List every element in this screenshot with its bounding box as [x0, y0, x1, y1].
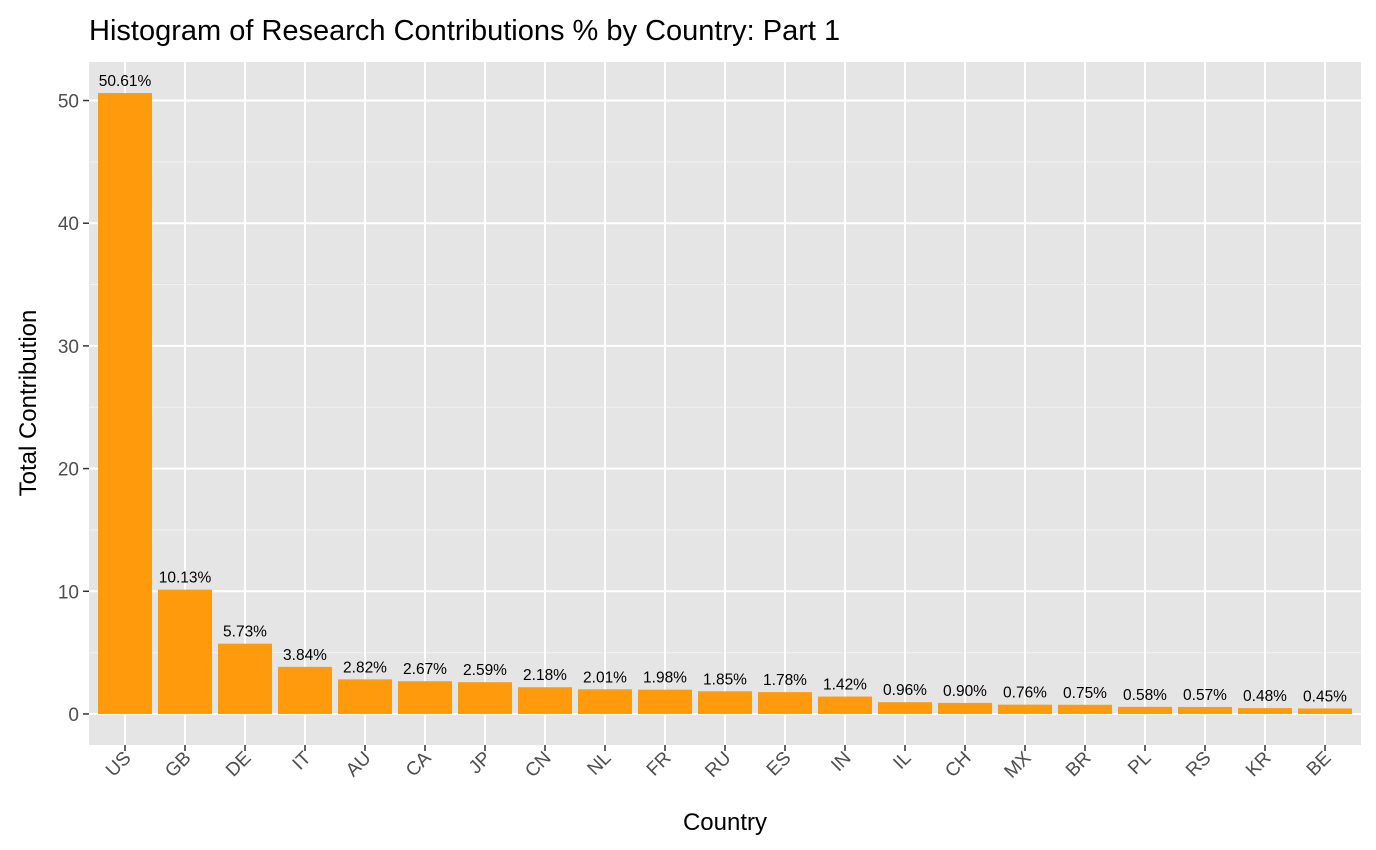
data-label-mx: 0.76% [1003, 685, 1047, 702]
x-tick-label-ch: CH [941, 748, 975, 782]
data-label-cn: 2.18% [523, 667, 567, 684]
gridlines [89, 62, 1361, 745]
bar-br [1058, 704, 1112, 714]
bar-rs [1178, 706, 1232, 714]
bar-jp [458, 682, 512, 714]
x-tick-label-pl: PL [1124, 748, 1155, 779]
bar-cn [518, 687, 572, 714]
x-tick-label-ru: RU [701, 748, 735, 782]
data-label-de: 5.73% [223, 624, 267, 641]
y-tick-label: 50 [58, 92, 79, 113]
x-tick-label-de: DE [222, 748, 256, 782]
bar-in [818, 696, 872, 714]
x-tick-label-fr: FR [643, 748, 676, 781]
bar-us [98, 93, 152, 714]
bar-kr [1238, 708, 1292, 714]
y-axis: 0 10 20 30 40 50 [58, 92, 89, 726]
data-label-gb: 10.13% [159, 570, 212, 587]
data-label-rs: 0.57% [1183, 687, 1227, 704]
bar-mx [998, 704, 1052, 714]
y-axis-title: Total Contribution [15, 310, 42, 497]
y-tick-label: 0 [68, 705, 79, 726]
data-label-us: 50.61% [99, 73, 152, 90]
x-tick-label-au: AU [342, 748, 376, 782]
x-tick-label-rs: RS [1182, 748, 1216, 782]
x-tick-label-us: US [102, 748, 136, 782]
data-label-fr: 1.98% [643, 670, 687, 687]
x-tick-label-kr: KR [1242, 748, 1276, 782]
bar-il [878, 702, 932, 714]
x-tick-label-mx: MX [1001, 747, 1036, 782]
x-tick-label-ca: CA [402, 747, 436, 781]
bar-gb [158, 589, 212, 714]
data-label-il: 0.96% [883, 682, 927, 699]
bar-ch [938, 702, 992, 714]
x-tick-label-it: IT [289, 747, 316, 774]
y-tick-label: 20 [58, 460, 79, 481]
x-tick-label-jp: JP [465, 748, 496, 779]
bars [98, 93, 1352, 714]
data-label-nl: 2.01% [583, 669, 627, 686]
data-label-ca: 2.67% [403, 661, 447, 678]
x-tick-label-br: BR [1062, 748, 1096, 782]
x-tick-label-nl: NL [584, 748, 616, 780]
data-label-kr: 0.48% [1243, 688, 1287, 705]
bar-es [758, 692, 812, 714]
chart-title: Histogram of Research Contributions % by… [89, 15, 840, 47]
x-axis-title: Country [683, 809, 767, 836]
bar-nl [578, 689, 632, 714]
bar-pl [1118, 706, 1172, 714]
data-label-it: 3.84% [283, 647, 327, 664]
data-label-au: 2.82% [343, 659, 387, 676]
data-label-ru: 1.85% [703, 671, 747, 688]
data-label-pl: 0.58% [1123, 687, 1167, 704]
bar-ca [398, 681, 452, 714]
data-label-be: 0.45% [1303, 688, 1347, 705]
x-tick-label-es: ES [763, 748, 796, 781]
x-tick-label-be: BE [1303, 748, 1336, 781]
y-tick-label: 30 [58, 337, 79, 358]
bar-de [218, 643, 272, 714]
y-tick-label: 10 [58, 582, 79, 603]
data-label-br: 0.75% [1063, 685, 1107, 702]
data-labels: 50.61% 10.13% 5.73% 3.84% 2.82% 2.67% 2.59% 2.1… [99, 73, 1347, 705]
bar-it [278, 666, 332, 714]
bar-be [1298, 708, 1352, 714]
bar-fr [638, 689, 692, 714]
data-label-ch: 0.90% [943, 683, 987, 700]
x-tick-label-in: IN [827, 748, 855, 776]
data-label-es: 1.78% [763, 672, 807, 689]
bar-au [338, 679, 392, 714]
data-label-in: 1.42% [823, 677, 867, 694]
x-axis: US GB DE IT AU CA JP CN NL FR RU ES IN IL CH MX BR PL RS KR… [102, 745, 1336, 783]
bar-ru [698, 691, 752, 714]
data-label-jp: 2.59% [463, 662, 507, 679]
x-tick-label-gb: GB [161, 748, 195, 782]
x-tick-label-il: IL [889, 748, 915, 774]
y-tick-label: 40 [58, 214, 79, 235]
x-tick-label-cn: CN [521, 748, 555, 782]
